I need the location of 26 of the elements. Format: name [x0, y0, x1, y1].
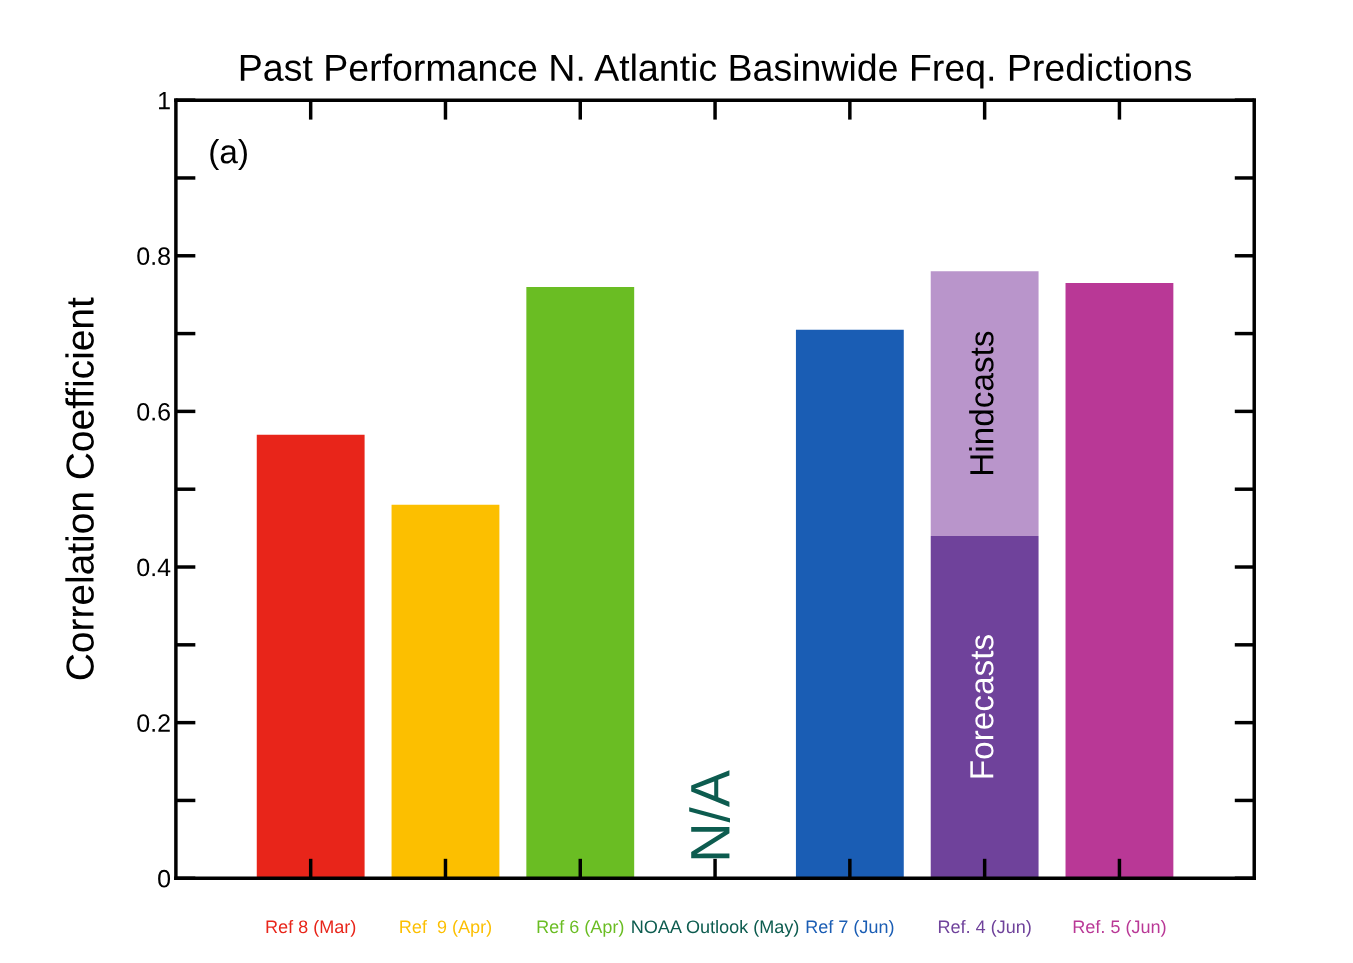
x-tick-label: Ref 9 (Apr) [400, 919, 492, 937]
y-tick-label: 1 [159, 92, 170, 110]
y-axis-title: Correlation Coefficient [65, 297, 94, 680]
bar [930, 535, 1039, 879]
bar [256, 434, 365, 879]
x-tick-label: NOAA Outlook (May) [632, 919, 799, 937]
x-tick-label: Ref. 5 (Jun) [1073, 919, 1166, 937]
annotation: (a) [210, 139, 247, 171]
bar [391, 504, 500, 879]
bar [930, 271, 1039, 536]
bar [795, 329, 904, 879]
y-tick-label: 0.8 [137, 247, 170, 266]
series-label: Hindcasts [969, 331, 994, 475]
x-tick-label: Ref 6 (Apr) [537, 919, 624, 937]
annotation: N/A [689, 770, 730, 859]
chart-title: Past Performance N. Atlantic Basinwide Freq. Predictions [240, 53, 1192, 89]
series-label: Forecasts [970, 635, 994, 778]
bar [1065, 283, 1174, 879]
bar [526, 286, 635, 879]
x-tick-label: Ref 8 (Mar) [266, 919, 356, 937]
y-tick-label: 0.2 [137, 714, 170, 732]
y-tick-label: 0.4 [137, 558, 171, 577]
y-tick-label: 0 [158, 869, 171, 888]
x-tick-label: Ref. 4 (Jun) [938, 919, 1031, 937]
y-tick-label: 0.6 [137, 403, 170, 421]
x-tick-label: Ref 7 (Jun) [806, 919, 894, 937]
